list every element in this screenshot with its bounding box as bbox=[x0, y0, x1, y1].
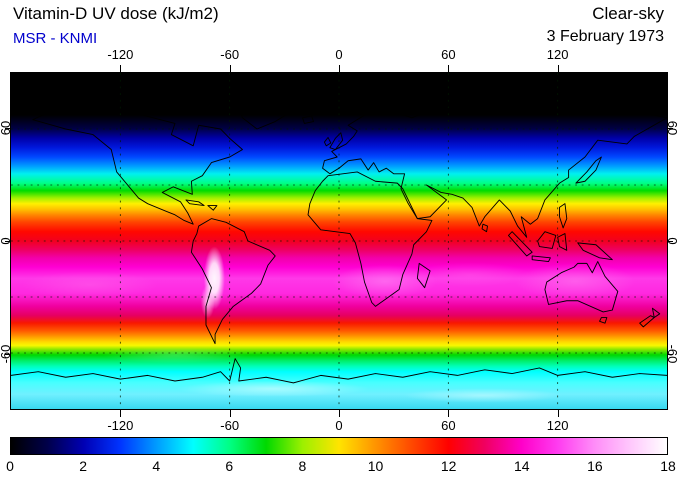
colorbar-tick-label: 18 bbox=[660, 458, 676, 474]
coastline-new-zealand-south bbox=[639, 315, 655, 328]
longitude-tick-label: 120 bbox=[546, 418, 569, 433]
longitude-tick-mark bbox=[229, 65, 231, 72]
longitude-tick-mark bbox=[557, 65, 559, 72]
figure-title: Vitamin-D UV dose (kJ/m2) bbox=[13, 4, 219, 23]
coastline-philippines bbox=[559, 203, 568, 229]
colorbar-labels: 0 2 4 6 8 10 12 14 16 18 bbox=[6, 458, 676, 476]
colorbar-tick-label: 0 bbox=[6, 458, 14, 474]
longitude-tick-mark bbox=[339, 410, 340, 417]
latitude-axis-left: 600-60 bbox=[0, 72, 13, 410]
longitude-tick-label: -120 bbox=[107, 47, 134, 62]
colorbar-tick-label: 4 bbox=[152, 458, 161, 474]
header-right: Clear-sky 3 February 1973 bbox=[547, 4, 664, 46]
longitude-tick-label: 60 bbox=[441, 47, 456, 62]
longitude-tick-label: 0 bbox=[335, 47, 343, 62]
longitude-tick-mark bbox=[557, 410, 559, 417]
coastline-new-guinea bbox=[577, 242, 613, 261]
coastline-eurasia bbox=[322, 96, 667, 238]
latitude-tick-mark bbox=[667, 128, 673, 130]
coastline-north-america bbox=[32, 108, 243, 225]
latitude-tick-mark bbox=[5, 128, 11, 130]
longitude-tick-mark bbox=[120, 410, 122, 417]
coastline-australia bbox=[544, 261, 619, 313]
latitude-axis-right: 600-60 bbox=[665, 72, 678, 410]
coastline-borneo bbox=[537, 231, 557, 249]
coastline-ireland bbox=[323, 136, 332, 147]
coastline-iceland bbox=[302, 115, 314, 124]
coastline-greenland bbox=[229, 85, 294, 130]
coastline-britain bbox=[329, 132, 344, 150]
coastline-cuba bbox=[185, 199, 205, 206]
longitude-tick-mark bbox=[339, 65, 340, 72]
coastline-hispaniola bbox=[207, 205, 218, 211]
date-label: 3 February 1973 bbox=[546, 28, 664, 45]
longitude-axis-bottom: -120 -60 0 60 120 bbox=[11, 410, 667, 436]
coastline-sri-lanka bbox=[481, 223, 488, 233]
colorbar-tick-label: 12 bbox=[440, 458, 457, 474]
colorbar bbox=[10, 437, 668, 455]
coastline-madagascar bbox=[416, 262, 431, 289]
colorbar-tick-label: 16 bbox=[587, 458, 603, 474]
coastline-japan bbox=[575, 156, 602, 184]
longitude-tick-label: -60 bbox=[220, 47, 240, 62]
source-label: MSR - KNMI bbox=[13, 30, 98, 47]
longitude-tick-label: -120 bbox=[107, 418, 134, 433]
coastline-antarctica bbox=[11, 358, 667, 384]
longitude-tick-mark bbox=[229, 410, 231, 417]
longitude-tick-label: 0 bbox=[335, 418, 343, 433]
world-map bbox=[10, 72, 668, 410]
coastline-new-zealand-north bbox=[651, 307, 661, 318]
graticule bbox=[11, 73, 667, 409]
colorbar-tick-label: 2 bbox=[79, 458, 88, 474]
longitude-axis-top: -120 -60 0 60 120 bbox=[11, 46, 667, 72]
coastline-south-america bbox=[190, 218, 276, 345]
latitude-tick-mark bbox=[667, 241, 673, 242]
colorbar-tick-label: 6 bbox=[225, 458, 234, 474]
colorbar-tick-label: 10 bbox=[367, 458, 384, 474]
coastline-sulawesi bbox=[557, 233, 568, 251]
condition-label: Clear-sky bbox=[592, 4, 664, 23]
colorbar-tick-label: 8 bbox=[298, 458, 307, 474]
coastline-tasmania bbox=[599, 317, 608, 324]
coastline-java bbox=[531, 255, 551, 262]
coastlines bbox=[11, 85, 667, 384]
header-left: Vitamin-D UV dose (kJ/m2) MSR - KNMI bbox=[13, 4, 219, 47]
longitude-tick-mark bbox=[120, 65, 122, 72]
colorbar-tick-label: 14 bbox=[513, 458, 530, 474]
longitude-tick-label: 120 bbox=[546, 47, 569, 62]
longitude-tick-mark bbox=[448, 65, 450, 72]
map-lines bbox=[11, 73, 667, 409]
longitude-tick-label: 60 bbox=[441, 418, 456, 433]
latitude-tick-mark bbox=[667, 353, 673, 355]
longitude-tick-label: -60 bbox=[220, 418, 240, 433]
latitude-tick-mark bbox=[5, 241, 11, 242]
coastline-sumatra bbox=[508, 231, 533, 257]
longitude-tick-mark bbox=[448, 410, 450, 417]
coastline-africa bbox=[307, 171, 433, 307]
latitude-tick-mark bbox=[5, 353, 11, 355]
